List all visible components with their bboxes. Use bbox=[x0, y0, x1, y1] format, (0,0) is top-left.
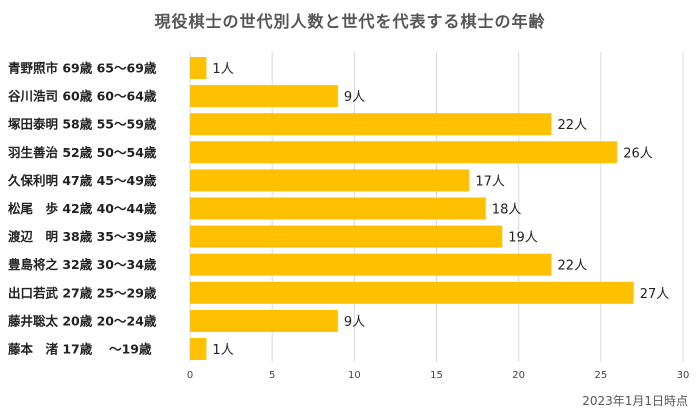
x-tick-label: 30 bbox=[677, 370, 690, 381]
category-label: 久保利明 47歳 45～49歳 bbox=[7, 173, 157, 188]
bar bbox=[190, 113, 552, 136]
data-label: 18人 bbox=[492, 203, 522, 218]
x-tick-label: 20 bbox=[512, 370, 525, 381]
data-label: 1人 bbox=[212, 343, 233, 358]
category-label: 豊島将之 32歳 30～34歳 bbox=[8, 257, 157, 272]
bar bbox=[190, 57, 207, 79]
bar bbox=[190, 281, 634, 304]
bar bbox=[190, 225, 503, 248]
data-label: 9人 bbox=[344, 90, 365, 105]
category-label: 藤本 渚 17歳 ～19歳 bbox=[7, 342, 152, 357]
x-tick-label: 25 bbox=[594, 370, 607, 381]
data-label: 22人 bbox=[558, 259, 588, 274]
bar bbox=[190, 253, 552, 276]
x-tick-label: 15 bbox=[430, 370, 443, 381]
data-label: 17人 bbox=[475, 174, 505, 189]
category-label: 谷川浩司 60歳 60～64歳 bbox=[8, 89, 157, 104]
category-label: 松尾 歩 42歳 40～44歳 bbox=[8, 201, 157, 216]
bar bbox=[190, 169, 470, 192]
x-tick-label: 0 bbox=[187, 370, 193, 381]
category-label: 渡辺 明 38歳 35～39歳 bbox=[8, 229, 157, 244]
data-label: 9人 bbox=[344, 315, 365, 330]
category-label: 青野照市 69歳 65～69歳 bbox=[8, 61, 157, 76]
category-label: 出口若武 27歳 25～29歳 bbox=[8, 285, 157, 300]
category-label: 塚田泰明 58歳 55～59歳 bbox=[8, 117, 157, 132]
category-label: 羽生善治 52歳 50～54歳 bbox=[8, 145, 157, 160]
bar bbox=[190, 85, 338, 108]
x-tick-label: 10 bbox=[348, 370, 361, 381]
chart-title: 現役棋士の世代別人数と世代を代表する棋士の年齢 bbox=[154, 12, 546, 31]
data-label: 27人 bbox=[640, 287, 670, 302]
data-label: 26人 bbox=[623, 146, 653, 161]
date-note: 2023年1月1日時点 bbox=[582, 394, 688, 408]
data-label: 1人 bbox=[212, 62, 233, 77]
data-label: 19人 bbox=[508, 231, 538, 246]
data-label: 22人 bbox=[558, 118, 588, 133]
bar bbox=[190, 197, 486, 220]
bar bbox=[190, 338, 207, 360]
category-label: 藤井聡太 20歳 20～24歳 bbox=[7, 313, 157, 328]
x-tick-label: 5 bbox=[269, 370, 275, 381]
bar bbox=[190, 309, 338, 332]
bar bbox=[190, 141, 618, 164]
